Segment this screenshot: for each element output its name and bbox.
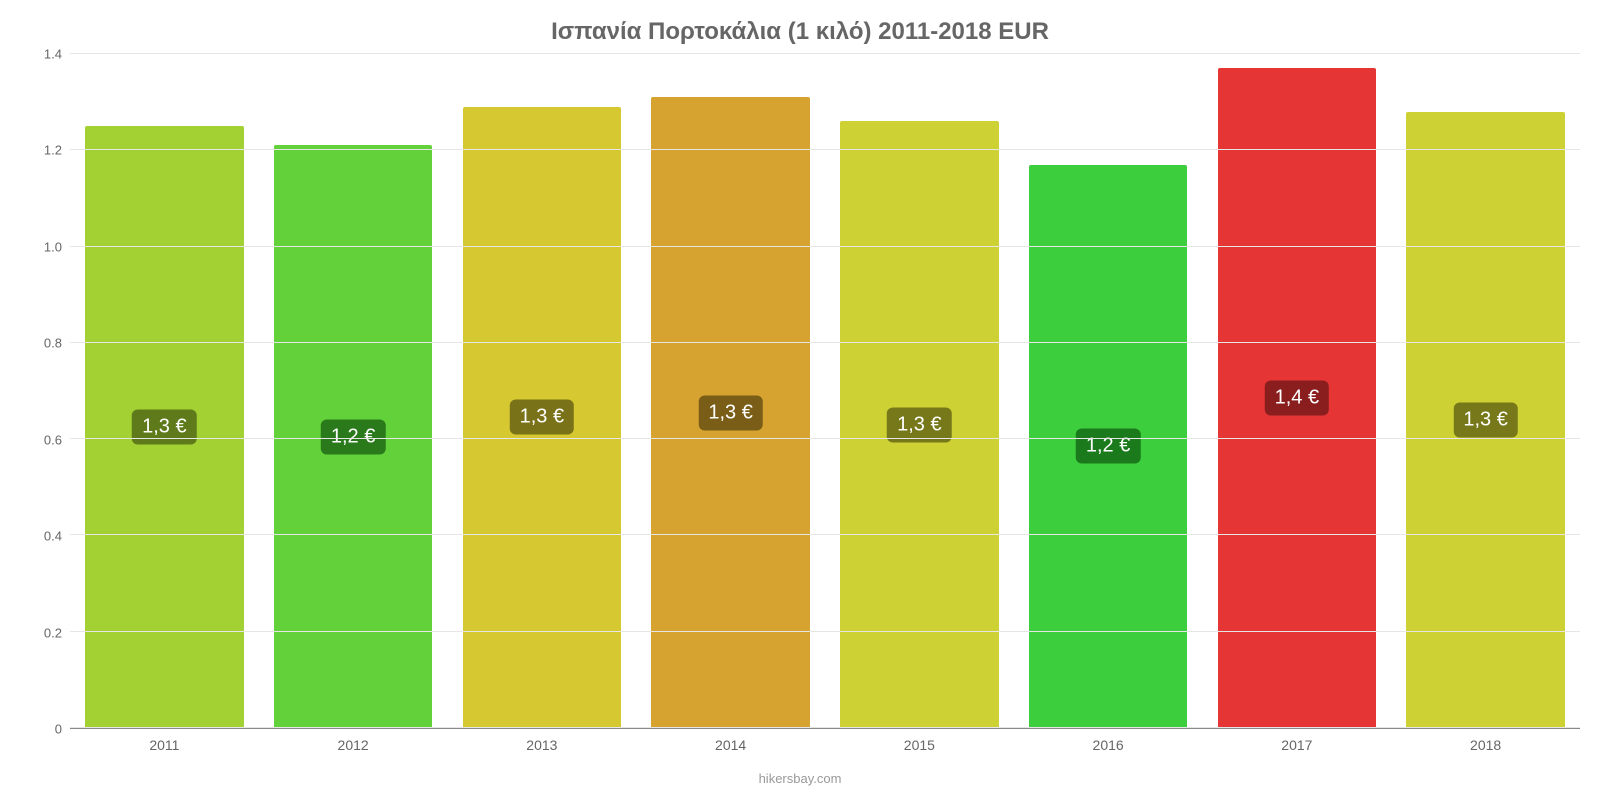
- x-tick: 2017: [1281, 737, 1312, 753]
- x-axis: 2011 2012 2013 2014 2015 2016 2017 2018: [70, 729, 1580, 755]
- source-text: hikersbay.com: [0, 765, 1600, 800]
- y-tick: 0.2: [44, 625, 62, 640]
- y-tick: 0: [55, 722, 62, 737]
- x-tick: 2014: [715, 737, 746, 753]
- bar-value-label: 1,3 €: [1453, 402, 1517, 437]
- bar-value-label: 1,2 €: [321, 419, 385, 454]
- gridline: [70, 342, 1580, 343]
- bar: 1,3 €: [651, 97, 810, 728]
- bar: 1,3 €: [1406, 112, 1565, 728]
- x-tick: 2018: [1470, 737, 1501, 753]
- plot-row: 00.20.40.60.81.01.21.4 1,3 €1,2 €1,3 €1,…: [20, 54, 1580, 729]
- gridline: [70, 53, 1580, 54]
- bar-value-label: 1,3 €: [510, 400, 574, 435]
- bar-value-label: 1,3 €: [132, 410, 196, 445]
- gridline: [70, 149, 1580, 150]
- bar: 1,3 €: [463, 107, 622, 728]
- bar-value-label: 1,3 €: [887, 407, 951, 442]
- y-tick: 1.0: [44, 239, 62, 254]
- x-tick-slot: 2018: [1391, 729, 1580, 755]
- bar-slot: 1,4 €: [1203, 54, 1392, 728]
- bar: 1,4 €: [1218, 68, 1377, 728]
- x-tick: 2011: [149, 737, 179, 753]
- gridline: [70, 438, 1580, 439]
- y-tick: 1.4: [44, 47, 62, 62]
- chart-wrapper: 00.20.40.60.81.01.21.4 1,3 €1,2 €1,3 €1,…: [0, 54, 1600, 765]
- bar-value-label: 1,2 €: [1076, 429, 1140, 464]
- x-tick-slot: 2017: [1203, 729, 1392, 755]
- bar-slot: 1,3 €: [448, 54, 637, 728]
- bars-container: 1,3 € 1,2 € 1,3 € 1,3 € 1,3 € 1,2 € 1,4 € 1,3 €: [70, 54, 1580, 728]
- x-tick: 2012: [338, 737, 369, 753]
- bar-value-label: 1,3 €: [698, 395, 762, 430]
- y-tick: 0.6: [44, 432, 62, 447]
- x-tick-slot: 2016: [1014, 729, 1203, 755]
- y-tick: 0.4: [44, 529, 62, 544]
- gridline: [70, 534, 1580, 535]
- bar-slot: 1,3 €: [1391, 54, 1580, 728]
- bar-slot: 1,2 €: [1014, 54, 1203, 728]
- y-tick: 0.8: [44, 336, 62, 351]
- y-tick: 1.2: [44, 143, 62, 158]
- gridline: [70, 246, 1580, 247]
- x-tick: 2016: [1093, 737, 1124, 753]
- x-tick-slot: 2014: [636, 729, 825, 755]
- y-axis: 00.20.40.60.81.01.21.4: [20, 54, 70, 729]
- chart-title: Ισπανία Πορτοκάλια (1 κιλό) 2011-2018 EU…: [0, 0, 1600, 54]
- bar-slot: 1,2 €: [259, 54, 448, 728]
- x-tick-slot: 2015: [825, 729, 1014, 755]
- bar-slot: 1,3 €: [825, 54, 1014, 728]
- x-tick: 2013: [526, 737, 557, 753]
- x-tick-slot: 2012: [259, 729, 448, 755]
- bar: 1,2 €: [274, 145, 433, 728]
- bar-slot: 1,3 €: [70, 54, 259, 728]
- bar-slot: 1,3 €: [636, 54, 825, 728]
- x-tick: 2015: [904, 737, 935, 753]
- gridline: [70, 631, 1580, 632]
- gridline: [70, 727, 1580, 728]
- bar: 1,2 €: [1029, 165, 1188, 728]
- x-tick-slot: 2011: [70, 729, 259, 755]
- bar: 1,3 €: [840, 121, 999, 728]
- bar: 1,3 €: [85, 126, 244, 728]
- plot-area: 1,3 € 1,2 € 1,3 € 1,3 € 1,3 € 1,2 € 1,4 € 1,3 €: [70, 54, 1580, 729]
- x-tick-slot: 2013: [448, 729, 637, 755]
- bar-value-label: 1,4 €: [1265, 381, 1329, 416]
